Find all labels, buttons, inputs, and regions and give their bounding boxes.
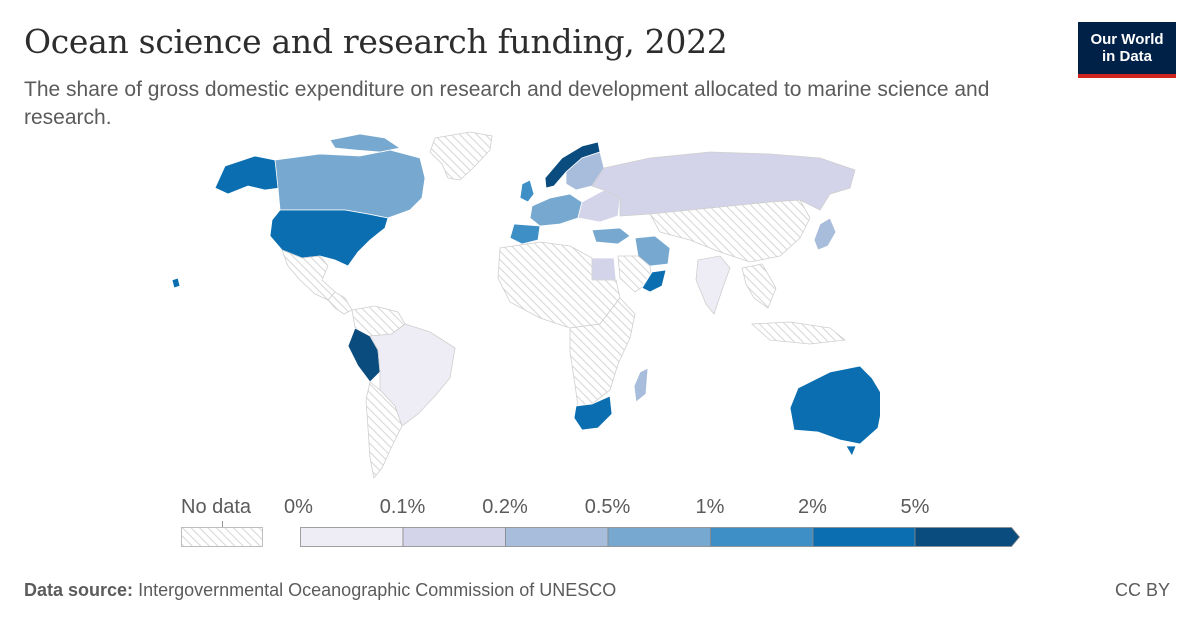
world-map[interactable]	[130, 128, 880, 488]
region-central-africa[interactable]	[569, 297, 636, 407]
chart-title: Ocean science and research funding, 2022	[24, 22, 728, 61]
data-source-text[interactable]: Intergovernmental Oceanographic Commissi…	[138, 580, 617, 600]
logo-line-1: Our World	[1090, 31, 1164, 48]
owid-logo[interactable]: Our World in Data	[1078, 22, 1176, 78]
region-india[interactable]	[695, 255, 731, 315]
region-canada-islands[interactable]	[329, 133, 402, 153]
legend-bin-7[interactable]	[914, 527, 1020, 547]
legend-color-bins	[300, 527, 1020, 547]
region-north-africa[interactable]	[497, 241, 621, 329]
region-madagascar[interactable]	[633, 367, 649, 403]
legend-tick-label: 1%	[695, 496, 725, 518]
region-united-states[interactable]	[269, 209, 389, 267]
region-oman[interactable]	[641, 269, 667, 293]
region-egypt[interactable]	[591, 257, 617, 281]
legend-bin-6[interactable]	[812, 527, 916, 547]
chart-subtitle: The share of gross domestic expenditure …	[24, 78, 990, 129]
region-greenland[interactable]	[429, 131, 493, 181]
region-tasmania[interactable]	[845, 445, 857, 457]
region-central-asia[interactable]	[649, 199, 811, 263]
legend-bin-3[interactable]	[505, 527, 609, 547]
legend-no-data-tick	[222, 521, 223, 527]
legend-no-data-swatch	[181, 527, 263, 547]
data-source-label: Data source:	[24, 580, 134, 600]
region-australia[interactable]	[789, 365, 880, 445]
legend-tick-label: 0.5%	[584, 496, 631, 518]
region-turkey[interactable]	[591, 227, 631, 245]
license-link[interactable]: CC BY	[1114, 580, 1170, 600]
region-western-europe[interactable]	[529, 193, 583, 227]
region-uk[interactable]	[519, 179, 535, 203]
region-iberia[interactable]	[509, 223, 541, 245]
region-brazil[interactable]	[369, 323, 456, 427]
legend-tick-label: 0.1%	[379, 496, 426, 518]
legend-bin-2[interactable]	[402, 527, 506, 547]
legend-tick-label: 5%	[900, 496, 930, 518]
legend-no-data-label: No data	[181, 496, 252, 518]
legend-tick-label: 0.2%	[482, 496, 528, 518]
legend-tick-label: 0%	[284, 496, 313, 518]
data-source: Data source: Intergovernmental Oceanogra…	[24, 580, 616, 601]
region-japan[interactable]	[813, 217, 837, 251]
region-canada[interactable]	[274, 149, 426, 219]
legend-bin-1[interactable]	[300, 527, 404, 547]
region-central-america[interactable]	[327, 291, 353, 315]
region-alaska[interactable]	[214, 155, 281, 195]
logo-line-2: in Data	[1101, 48, 1152, 65]
legend-tick-label: 2%	[798, 496, 827, 518]
region-south-africa[interactable]	[573, 395, 613, 431]
region-indonesia[interactable]	[751, 321, 847, 345]
region-southeast-asia[interactable]	[741, 263, 777, 309]
legend-bin-5[interactable]	[710, 527, 814, 547]
legend-bin-4[interactable]	[607, 527, 711, 547]
region-southern-cone[interactable]	[365, 381, 403, 479]
region-hawaii[interactable]	[171, 277, 181, 289]
